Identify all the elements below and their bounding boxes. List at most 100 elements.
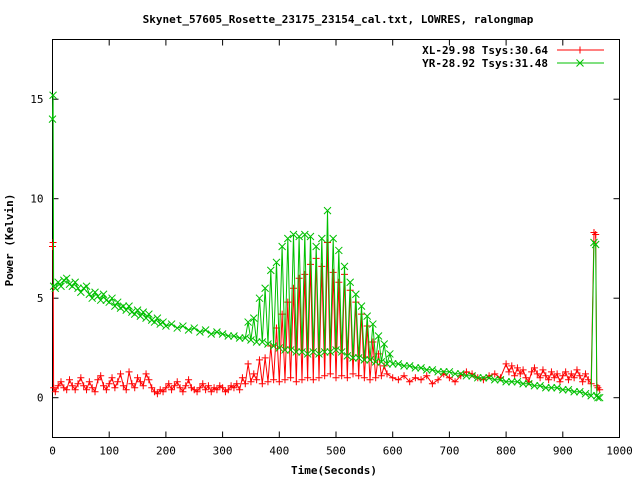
data-point-marker <box>372 374 380 382</box>
data-point-marker <box>74 380 82 388</box>
data-point-marker <box>386 350 394 358</box>
data-point-marker <box>422 365 431 374</box>
x-tick-label: 500 <box>326 445 346 458</box>
data-point-marker <box>547 383 556 392</box>
data-point-marker <box>136 378 144 386</box>
data-point-marker <box>564 376 572 384</box>
data-point-marker <box>134 374 142 382</box>
data-point-marker <box>283 234 292 243</box>
data-point-marker <box>91 288 99 297</box>
data-point-marker <box>575 387 584 396</box>
data-point-marker <box>541 383 550 392</box>
data-point-marker <box>340 262 349 271</box>
data-point-marker <box>261 284 269 293</box>
data-point-marker <box>204 382 212 390</box>
data-point-marker <box>213 328 221 336</box>
data-point-marker <box>224 386 232 394</box>
data-point-marker <box>244 318 252 326</box>
data-point-marker <box>309 376 317 384</box>
data-point-marker <box>303 350 312 358</box>
data-point-marker <box>68 382 76 390</box>
y-tick-label: 15 <box>30 93 43 106</box>
y-tick-label: 0 <box>37 392 44 405</box>
data-point-marker <box>329 268 337 276</box>
data-point-marker <box>185 376 193 384</box>
data-point-marker <box>94 292 102 301</box>
data-point-marker <box>550 374 558 382</box>
data-point-marker <box>394 376 402 384</box>
data-point-marker <box>66 376 74 384</box>
data-point-marker <box>363 312 372 320</box>
data-point-marker <box>153 390 161 398</box>
data-point-marker <box>184 326 193 334</box>
data-point-marker <box>68 282 77 291</box>
data-point-marker <box>162 322 170 330</box>
data-point-marker <box>142 314 150 322</box>
data-point-marker <box>176 384 184 392</box>
series-1 <box>49 229 604 398</box>
data-point-marker <box>562 368 570 376</box>
data-point-marker <box>165 380 173 388</box>
data-point-marker <box>133 306 142 314</box>
data-point-marker <box>556 378 564 386</box>
data-point-marker <box>264 378 272 386</box>
data-point-marker <box>278 242 286 251</box>
data-point-marker <box>289 230 298 239</box>
data-point-marker <box>351 290 360 299</box>
legend-label: YR-28.92 Tsys:31.48 <box>422 57 548 70</box>
data-point-marker <box>298 376 306 384</box>
data-point-marker <box>519 379 527 388</box>
data-point-marker <box>360 356 369 364</box>
data-point-marker <box>230 332 238 340</box>
data-point-marker <box>99 290 108 299</box>
data-point-marker <box>591 240 600 249</box>
data-point-marker <box>332 346 340 354</box>
data-point-marker <box>576 46 584 54</box>
data-point-marker <box>595 393 604 402</box>
data-point-marker <box>530 381 539 390</box>
data-point-marker <box>528 368 536 376</box>
data-point-marker <box>536 374 544 382</box>
data-point-marker <box>85 378 93 386</box>
data-point-marker <box>111 302 119 311</box>
data-point-marker <box>400 372 408 380</box>
data-point-marker <box>406 378 414 386</box>
data-point-marker <box>114 378 122 386</box>
data-point-marker <box>581 389 590 398</box>
data-point-marker <box>247 336 255 344</box>
legend-label: XL-29.98 Tsys:30.64 <box>422 44 548 57</box>
data-point-marker <box>451 369 459 378</box>
data-point-marker <box>332 374 340 382</box>
data-point-marker <box>479 373 488 382</box>
data-point-marker <box>334 246 343 255</box>
data-point-marker <box>559 372 567 380</box>
data-point-marker <box>125 302 133 311</box>
data-point-marker <box>236 386 244 394</box>
data-point-marker <box>249 314 258 322</box>
data-point-marker <box>570 387 578 396</box>
data-point-marker <box>326 370 334 378</box>
data-point-marker <box>374 332 383 340</box>
x-tick-label: 1000 <box>606 445 633 458</box>
data-point-marker <box>142 370 150 378</box>
data-point-marker <box>343 374 351 382</box>
data-point-marker <box>153 314 162 322</box>
data-point-marker <box>235 334 244 342</box>
data-point-marker <box>354 354 363 362</box>
data-point-marker <box>201 326 210 334</box>
data-point-marker <box>380 340 389 348</box>
data-point-marker <box>317 234 326 243</box>
data-point-marker <box>315 350 323 358</box>
data-point-marker <box>122 386 130 394</box>
data-point-marker <box>258 380 266 388</box>
x-tick-label: 300 <box>213 445 233 458</box>
data-point-marker <box>321 372 329 380</box>
data-point-marker <box>85 290 94 299</box>
data-point-marker <box>264 340 272 348</box>
data-point-marker <box>49 242 56 250</box>
data-point-marker <box>383 370 391 378</box>
data-point-marker <box>62 274 71 283</box>
data-point-marker <box>301 270 309 278</box>
data-point-marker <box>57 282 65 291</box>
